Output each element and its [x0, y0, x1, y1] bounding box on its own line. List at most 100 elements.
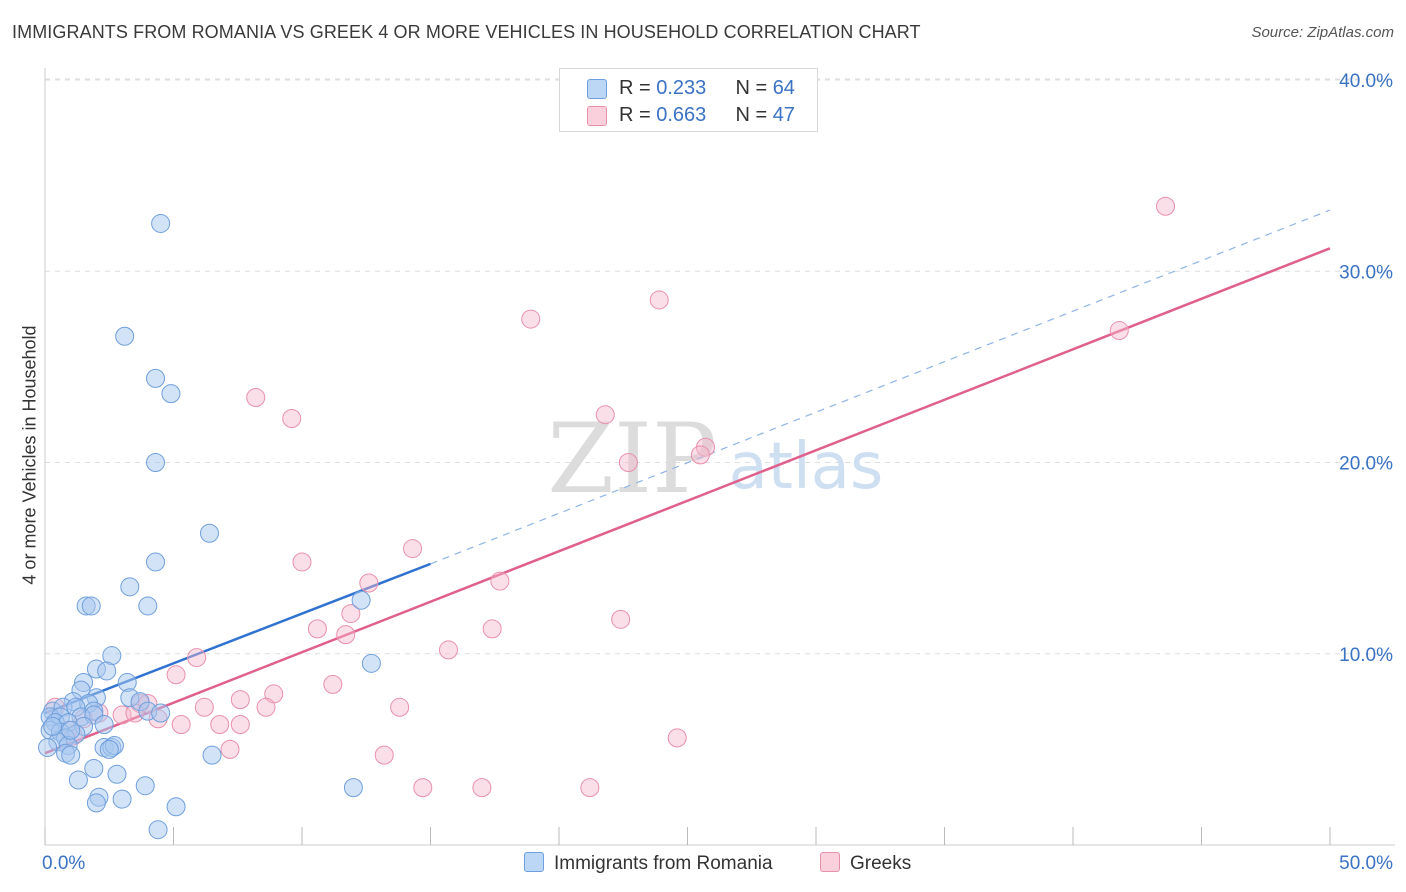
romania-point — [166, 797, 186, 817]
legend-r-value-2: 0.663 — [656, 104, 707, 126]
y-tick-label: 30.0% — [1339, 262, 1393, 283]
romania-point — [135, 776, 155, 796]
romania-point — [120, 577, 140, 597]
romania-point — [151, 703, 171, 723]
legend-n-label-2: N = — [735, 104, 773, 126]
greeks-point — [341, 604, 361, 624]
greeks-point — [187, 648, 207, 668]
x-tick-label-min: 0.0% — [42, 853, 85, 874]
y-tick-label: 40.0% — [1339, 71, 1393, 92]
greeks-point — [403, 539, 423, 559]
greeks-point — [1156, 196, 1176, 216]
romania-points — [38, 213, 381, 840]
legend-n-value-2: 47 — [772, 104, 795, 126]
greeks-point — [323, 674, 343, 694]
romania-point — [351, 590, 371, 610]
romania-point — [38, 737, 58, 757]
romania-point — [199, 523, 219, 543]
greeks-point — [611, 609, 631, 629]
romania-point — [115, 326, 135, 346]
watermark-zip: ZIP — [547, 403, 716, 515]
romania-point — [68, 770, 88, 790]
greeks-point — [618, 453, 638, 472]
greeks-point — [210, 715, 230, 735]
romania-point — [107, 764, 127, 784]
greeks-point — [359, 573, 379, 593]
greeks-point — [413, 778, 433, 798]
y-tick-label: 20.0% — [1339, 454, 1393, 475]
greeks-point — [438, 640, 458, 660]
greeks-point — [336, 625, 356, 645]
legend-n-value-1: 64 — [772, 77, 795, 99]
legend-n-label-1: N = — [735, 77, 773, 99]
romania-point — [112, 789, 132, 809]
greeks-point — [230, 690, 250, 710]
legend-r-label-2: R = — [619, 104, 657, 126]
greeks-point — [292, 552, 312, 572]
source-label: Source: ZipAtlas.com — [1251, 24, 1394, 41]
greeks-point — [482, 619, 502, 639]
romania-point — [61, 720, 81, 740]
greeks-point — [667, 728, 687, 748]
greeks-point — [595, 405, 615, 425]
watermark-atlas: atlas — [729, 430, 884, 504]
romania-point — [146, 552, 166, 572]
romania-point — [84, 759, 104, 778]
greeks-point — [171, 715, 191, 735]
greeks-point — [220, 739, 240, 759]
romania-point — [361, 653, 381, 673]
romania-point — [161, 384, 181, 404]
greeks-point — [256, 697, 276, 717]
greeks-trend-line — [44, 247, 1331, 755]
legend-swatch-greeks — [587, 106, 607, 126]
romania-point — [151, 213, 171, 233]
legend-r-value-1: 0.233 — [656, 77, 707, 99]
romania-point — [99, 739, 119, 759]
greeks-point — [374, 745, 394, 765]
bottom-legend-swatch-greeks — [820, 852, 840, 872]
gridlines — [45, 78, 1395, 655]
greeks-point — [230, 715, 250, 735]
romania-point — [97, 661, 117, 681]
correlation-legend: R = 0.233 N = 64 R = 0.663 N = 47 — [559, 68, 818, 132]
romania-trend-extension — [430, 209, 1331, 565]
greeks-point — [282, 409, 302, 429]
bottom-legend-swatch-romania — [524, 852, 544, 872]
romania-point — [81, 596, 101, 616]
greeks-point — [490, 571, 510, 591]
romania-point — [148, 820, 168, 840]
greeks-point — [307, 619, 327, 639]
greeks-point — [166, 665, 186, 685]
legend-swatch-romania — [587, 79, 607, 99]
romania-point — [202, 745, 222, 765]
greeks-point — [194, 697, 214, 717]
romania-point — [43, 716, 63, 736]
legend-r-label-1: R = — [619, 77, 657, 99]
greeks-point — [246, 387, 266, 407]
greeks-point — [521, 309, 541, 329]
greeks-point — [390, 697, 410, 717]
romania-point — [61, 745, 81, 765]
greeks-point — [1109, 321, 1129, 341]
romania-point — [138, 596, 158, 616]
y-tick-label: 10.0% — [1339, 645, 1393, 666]
chart-title: IMMIGRANTS FROM ROMANIA VS GREEK 4 OR MO… — [12, 22, 921, 42]
greeks-point — [580, 778, 600, 798]
romania-point — [86, 793, 106, 813]
romania-point — [343, 778, 363, 798]
tick-labels: 10.0% 20.0% 30.0% 40.0% 0.0% 50.0% — [42, 71, 1393, 874]
watermark: ZIP atlas — [547, 403, 883, 515]
greeks-point — [690, 445, 710, 465]
greeks-point — [649, 290, 669, 310]
trend-lines — [44, 209, 1331, 755]
bottom-legend-greeks: Greeks — [820, 852, 911, 875]
bottom-legend-label-greeks: Greeks — [850, 853, 912, 874]
romania-trend-line — [44, 562, 431, 715]
bottom-legend-label-romania: Immigrants from Romania — [554, 853, 773, 874]
x-tick-label-max: 50.0% — [1339, 853, 1393, 874]
romania-point — [94, 715, 114, 735]
bottom-legend-romania: Immigrants from Romania — [524, 852, 773, 875]
romania-point — [146, 368, 166, 388]
greeks-point — [472, 778, 492, 798]
